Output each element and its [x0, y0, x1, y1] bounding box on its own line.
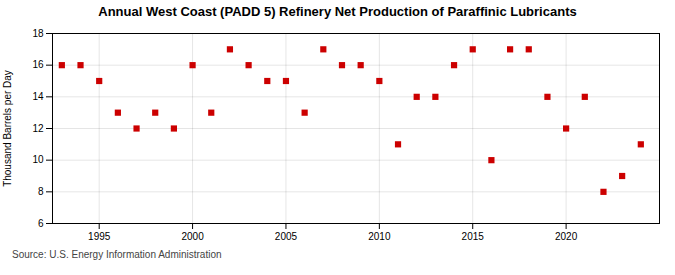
svg-text:18: 18 — [32, 28, 44, 39]
svg-text:6: 6 — [38, 218, 44, 229]
svg-text:Thousand Barrels per Day: Thousand Barrels per Day — [2, 70, 13, 187]
svg-text:12: 12 — [32, 123, 44, 134]
svg-text:8: 8 — [38, 186, 44, 197]
svg-text:2000: 2000 — [181, 231, 204, 242]
html-text:Source: U.S. Energy Informatio: Source: U.S. Energy Information Administ… — [12, 249, 222, 260]
svg-text:14: 14 — [32, 91, 44, 102]
svg-text:2005: 2005 — [275, 231, 298, 242]
html-text:Annual West Coast (PADD 5) Ref: Annual West Coast (PADD 5) Refinery Net … — [98, 4, 577, 19]
svg-text:1995: 1995 — [88, 231, 111, 242]
svg-text:16: 16 — [32, 59, 44, 70]
svg-text:2015: 2015 — [462, 231, 485, 242]
svg-text:2020: 2020 — [555, 231, 578, 242]
svg-text:10: 10 — [32, 154, 44, 165]
svg-text:2010: 2010 — [368, 231, 391, 242]
